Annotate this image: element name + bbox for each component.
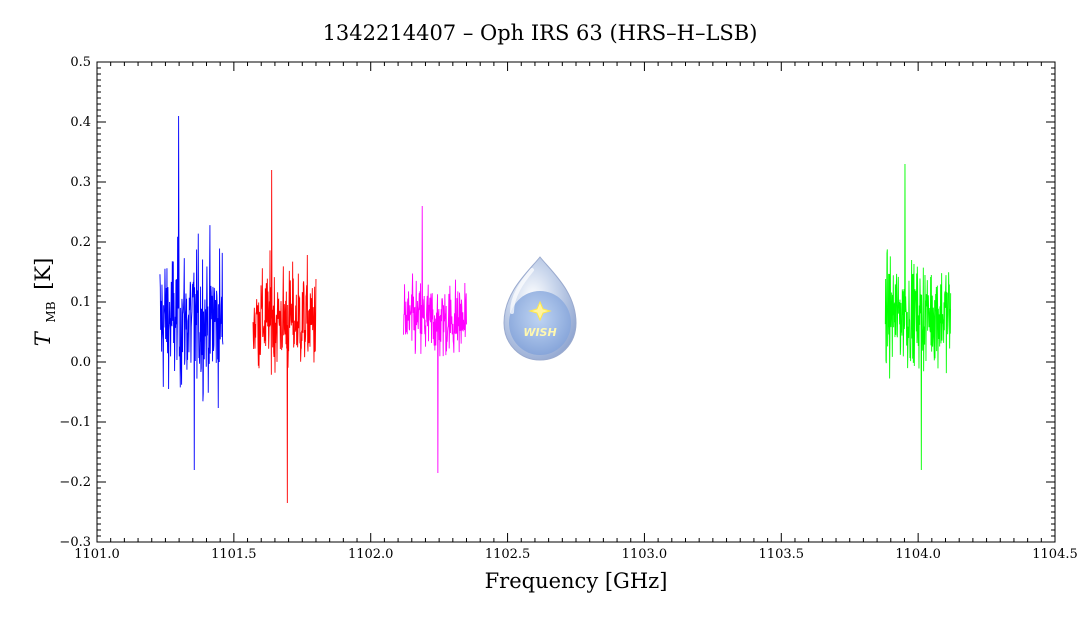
drop-highlight: [510, 268, 534, 314]
y-tick-label: −0.2: [59, 475, 91, 490]
spectrum-series: [159, 115, 224, 471]
spectrum-series: [884, 163, 952, 471]
x-tick-label: 1101.0: [74, 547, 120, 562]
wish-logo: WISH: [503, 256, 577, 361]
x-tick-label: 1102.5: [485, 547, 531, 562]
x-tick-label: 1104.5: [1032, 547, 1078, 562]
y-tick-label: −0.1: [59, 415, 91, 430]
x-tick-label: 1103.0: [622, 547, 668, 562]
y-axis-label-main: T: [31, 330, 55, 346]
spectrum-series: [403, 205, 467, 474]
x-axis-label: Frequency [GHz]: [485, 569, 668, 593]
y-tick-label: 0.4: [70, 115, 91, 130]
x-tick-label: 1102.0: [348, 547, 394, 562]
y-tick-label: 0.5: [70, 55, 91, 70]
x-tick-label: 1103.5: [759, 547, 805, 562]
x-tick-label: 1101.5: [211, 547, 257, 562]
y-tick-label: −0.3: [59, 535, 91, 550]
axis-ticks: 1101.0 1101.5 1102.0 1102.5 1103.0 1103.5 1104…: [59, 55, 1077, 562]
spectrum-series: [252, 169, 317, 504]
y-tick-label: 0.2: [70, 235, 91, 250]
y-axis-label-unit: [K]: [31, 258, 55, 290]
y-axis-label-sub: MB: [44, 301, 58, 322]
chart-title: 1342214407 – Oph IRS 63 (HRS–H–LSB): [323, 21, 758, 45]
logo-text: WISH: [523, 326, 556, 339]
star-icon: [528, 300, 552, 322]
y-tick-label: 0.0: [70, 355, 91, 370]
y-axis-label: T MB [K]: [31, 258, 60, 347]
drop-core: [509, 291, 571, 355]
y-tick-label: 0.3: [70, 175, 91, 190]
y-tick-label: 0.1: [70, 295, 91, 310]
svg-text:T MB [K]: T MB [K]: [31, 258, 60, 347]
plot-frame: [96, 61, 1056, 543]
x-tick-label: 1104.0: [895, 547, 941, 562]
series-layer: [159, 115, 952, 504]
